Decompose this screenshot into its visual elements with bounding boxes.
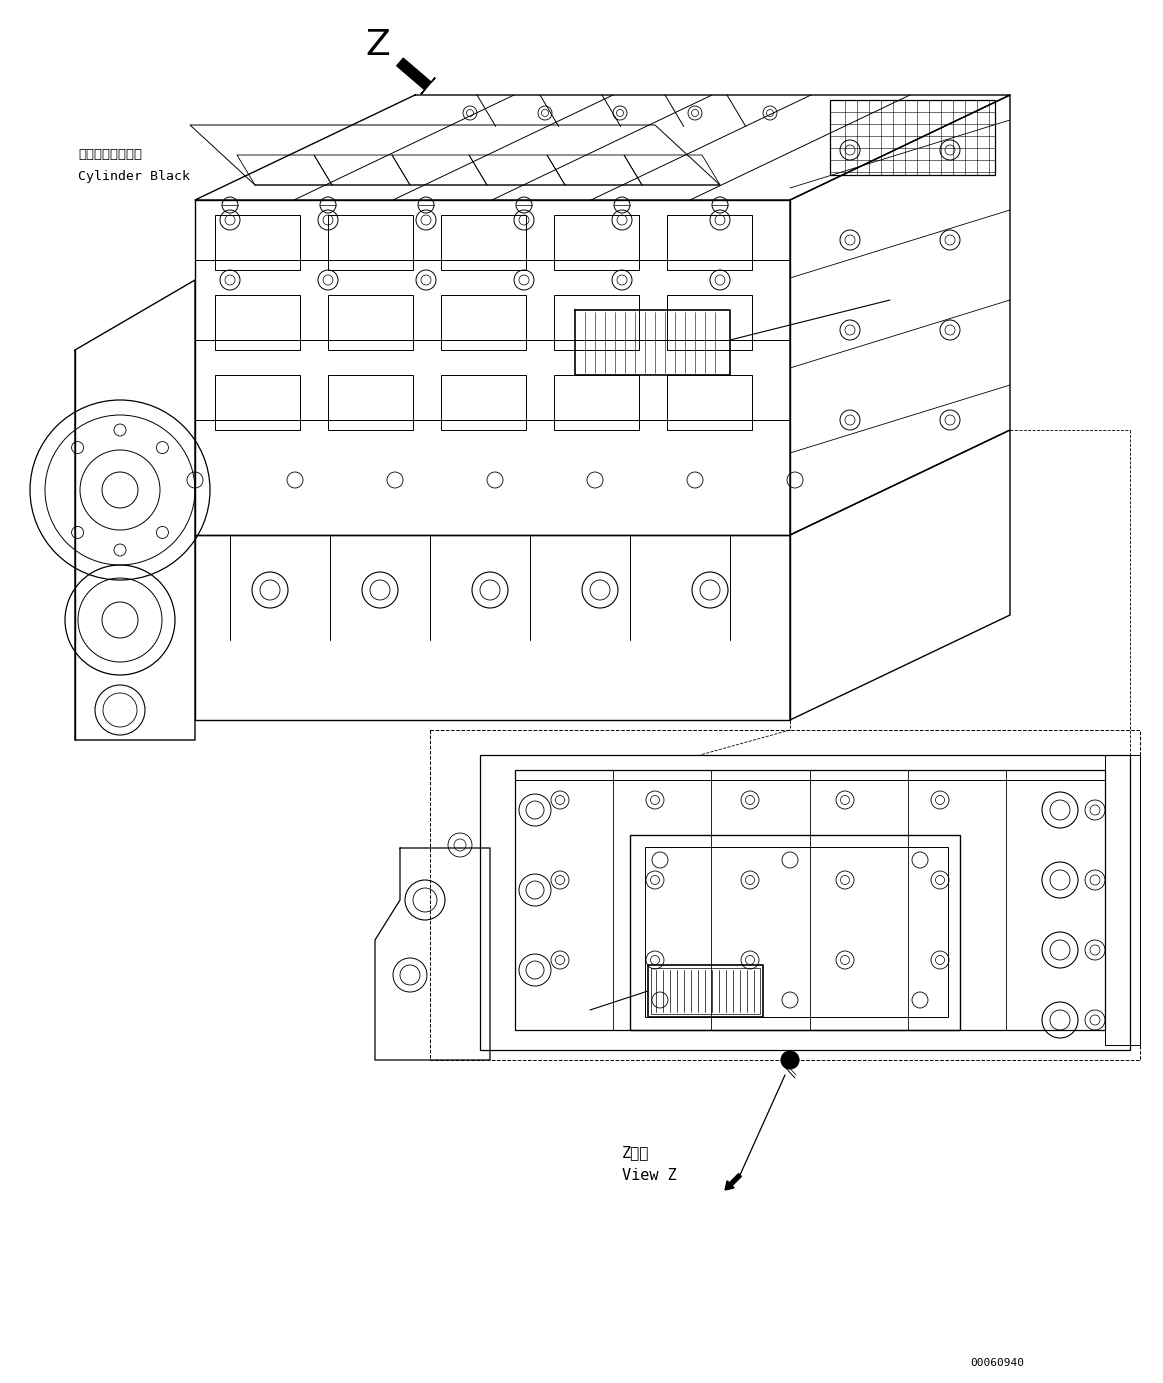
Bar [215,295,300,350]
Bar [554,375,638,430]
Bar [668,214,752,270]
Bar [648,965,763,1017]
Bar [668,375,752,430]
Bar [645,846,948,1017]
Bar [430,730,1140,1059]
Bar [441,295,526,350]
Bar [651,968,759,1014]
Bar [328,375,413,430]
Bar [668,295,752,350]
Bar [830,100,996,176]
Circle shape [782,1051,799,1069]
Text: Z: Z [365,28,390,62]
Bar [328,214,413,270]
Text: Z　視: Z 視 [622,1145,649,1160]
Bar [554,295,638,350]
Bar [630,835,959,1030]
FancyArrow shape [397,58,435,94]
Bar [215,214,300,270]
Bar [441,214,526,270]
Text: View Z: View Z [622,1169,677,1182]
Text: 00060940: 00060940 [970,1358,1023,1368]
Bar [515,770,1105,1030]
Text: シリンダブロック: シリンダブロック [78,148,142,160]
Bar [215,375,300,430]
Bar [554,214,638,270]
FancyArrow shape [725,1174,742,1189]
Bar [328,295,413,350]
Text: Cylinder Black: Cylinder Black [78,170,190,183]
Bar [441,375,526,430]
